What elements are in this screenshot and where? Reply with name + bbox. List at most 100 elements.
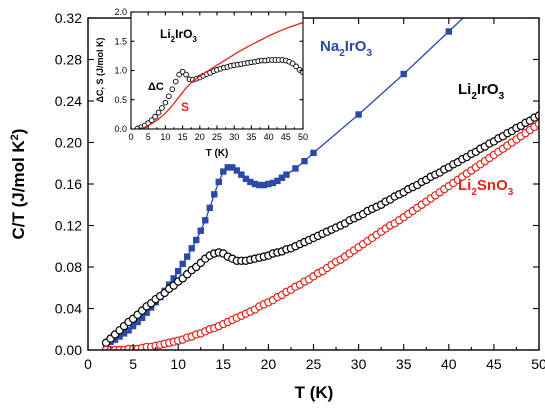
main-ytick-label: 0.08 (55, 259, 82, 275)
inset-xtick-label: 10 (160, 132, 170, 142)
series-label-li2sno3: Li2SnO3 (458, 177, 514, 198)
main-xtick-label: 25 (306, 356, 322, 372)
main-series-0-point (260, 181, 268, 189)
main-xtick-label: 10 (170, 356, 186, 372)
main-series-0-point (233, 167, 241, 174)
main-series-0-point (188, 245, 195, 252)
main-series-0-point (301, 157, 308, 165)
main-series-0-point (184, 253, 191, 260)
main-ytick-label: 0.24 (55, 93, 82, 109)
main-xtick-label: 20 (261, 356, 277, 372)
inset-series-0-point (162, 99, 169, 106)
inset-xtick-label: 50 (298, 132, 308, 142)
inset-ylabel: ΔC, S (J/mol K) (95, 38, 105, 103)
main-axes: 0 5 10 15 20 25 30 35 40 45 500.000.040.080.120.16… (55, 10, 545, 372)
main-series-0-point (134, 318, 141, 326)
inset-series-0-point (155, 109, 162, 116)
inset-ytick-label: 0.0 (114, 124, 127, 134)
inset-xtick-label: 15 (178, 132, 188, 142)
main-series-0-point (224, 164, 232, 171)
inset-ytick-label: 0.5 (114, 95, 127, 105)
main-series-0-point (400, 70, 407, 78)
main-ytick-label: 0.16 (55, 176, 82, 192)
inset-xlabel: T (K) (206, 148, 229, 159)
inset-series-0-point (159, 105, 165, 111)
main-series-0-point (274, 177, 281, 185)
main-ytick-label: 0.20 (55, 135, 82, 151)
inset-label-s: S (181, 100, 189, 114)
main-series-0-point (215, 178, 222, 186)
inset-ytick-label: 1.5 (114, 36, 127, 46)
main-series-0-point (138, 314, 146, 322)
main-series-0-point (247, 178, 254, 186)
main-xtick-label: 50 (531, 356, 545, 372)
main-xtick-label: 35 (396, 356, 412, 372)
inset-xtick-label: 20 (195, 132, 205, 142)
main-series-0-point (265, 180, 272, 188)
main-ytick-label: 0.12 (55, 218, 82, 234)
main-xtick-label: 15 (216, 356, 232, 372)
main-xtick-label: 45 (486, 356, 502, 372)
inset-series-0-point (172, 78, 179, 85)
main-series-0-point (170, 275, 177, 282)
inset-label-dc: ΔC (148, 81, 164, 93)
main-xlabel: T (K) (295, 383, 334, 402)
main-series-0-point (116, 333, 123, 340)
main-xtick-label: 5 (129, 356, 137, 372)
inset-xtick-label: 0 (128, 132, 133, 142)
main-series-0-point (211, 191, 218, 198)
series-label-na2iro3: Na2IrO3 (320, 38, 372, 59)
main-series-0-point (120, 330, 128, 337)
main-series-0-point (229, 164, 236, 171)
inset-series-0-point (169, 86, 176, 93)
main-series-0-point (129, 322, 137, 330)
inset-marks (135, 21, 303, 129)
inset-series-0-point (152, 113, 158, 120)
main-series-0-point (220, 168, 227, 175)
inset-xtick-label: 30 (229, 132, 239, 142)
main-marks (101, 18, 539, 350)
main-plot: 0 5 10 15 20 25 30 35 40 45 500.000.040.080.120.16… (55, 10, 545, 372)
main-series-0-point (175, 267, 182, 275)
main-ytick-label: 0.28 (55, 52, 82, 68)
inset-plot: 0 5 10 15 20 25 30 35 40 45 50 0.0 0.5 1.0 1.5 2.0 Li2I… (95, 7, 308, 159)
main-series-0-point (269, 179, 277, 187)
main-series-0-point (292, 165, 299, 172)
inset-axes: 0 5 10 15 20 25 30 35 40 45 50 0.0 0.5 1.0 1.5 2.0 (114, 7, 308, 142)
main-ytick-label: 0.32 (55, 10, 82, 26)
inset-ytick-label: 1.0 (114, 66, 127, 76)
main-series-0-point (355, 111, 362, 118)
inset-series-0-point (293, 63, 299, 70)
main-series-1-point (534, 111, 539, 120)
inset-series-0-point (148, 117, 155, 124)
main-series-0-point (256, 181, 263, 189)
main-series-0-point (251, 180, 259, 188)
main-series-0-point (111, 336, 119, 343)
main-series-2-point (534, 119, 539, 129)
inset-series-0-point (165, 93, 172, 100)
main-xtick-label: 0 (84, 356, 92, 372)
series-label-li2iro3: Li2IrO3 (458, 81, 505, 102)
main-series-0-point (242, 175, 250, 183)
main-series-0-point (197, 227, 204, 234)
main-series-0-point (238, 171, 245, 178)
inset-ytick-label: 2.0 (114, 7, 127, 17)
inset-series-0-point (300, 69, 303, 76)
inset-xtick-label: 45 (281, 132, 291, 142)
main-ytick-label: 0.00 (55, 342, 82, 358)
main-series-0-point (125, 327, 132, 334)
main-ylabel: C/T (J/mol K2) (9, 129, 28, 240)
main-series-0-point (206, 204, 213, 212)
main-series-0-point (202, 217, 209, 224)
inset-series-1-line (137, 21, 303, 129)
main-series-0-point (310, 149, 317, 157)
main-series-0-point (445, 28, 452, 35)
main-xtick-label: 30 (351, 356, 367, 372)
main-xtick-label: 40 (441, 356, 457, 372)
inset-title: Li2IrO3 (160, 27, 197, 44)
main-series-0-point (143, 309, 150, 316)
main-series-0-point (283, 171, 290, 178)
main-series-0-point (278, 174, 286, 181)
inset-series-0-point (183, 71, 189, 78)
main-series-0-point (179, 260, 186, 268)
